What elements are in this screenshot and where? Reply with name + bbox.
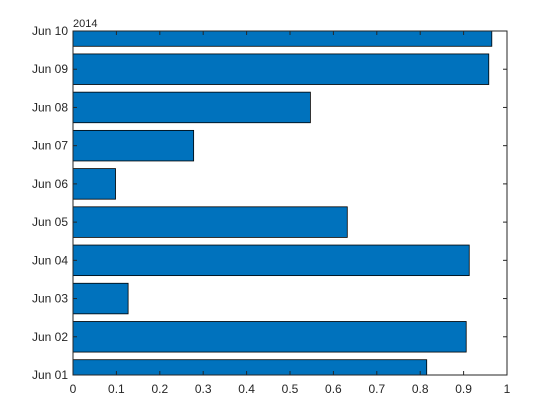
bar-jun-06 xyxy=(73,168,116,200)
year-label: 2014 xyxy=(73,18,97,30)
x-tick-label: 0.6 xyxy=(325,382,342,396)
x-tick-label: 0 xyxy=(70,382,77,396)
bar-jun-01 xyxy=(73,359,428,375)
bar-jun-10 xyxy=(73,31,493,47)
x-tick-label: 0.4 xyxy=(238,382,255,396)
y-tick-label: Jun 09 xyxy=(32,62,68,76)
y-tick-label: Jun 01 xyxy=(32,368,68,382)
y-tick-label: Jun 06 xyxy=(32,177,68,191)
x-tick-label: 0.8 xyxy=(412,382,429,396)
y-tick-label: Jun 03 xyxy=(32,292,68,306)
bar-jun-05 xyxy=(73,206,348,238)
bar-jun-04 xyxy=(73,244,470,277)
y-axis-ticks: Jun 01 Jun 02 Jun 03 Jun 04 Jun 05 Jun 06 Jun … xyxy=(32,24,507,382)
bars-group xyxy=(73,31,493,375)
bar-jun-03 xyxy=(73,282,129,315)
x-tick-label: 0.7 xyxy=(368,382,385,396)
bar-jun-07 xyxy=(73,129,195,162)
x-tick-label: 0.1 xyxy=(108,382,125,396)
x-tick-label: 0.9 xyxy=(455,382,472,396)
bar-jun-08 xyxy=(73,91,311,124)
y-tick-label: Jun 10 xyxy=(32,24,68,38)
x-tick-label: 0.3 xyxy=(195,382,212,396)
bar-jun-09 xyxy=(73,53,490,85)
y-tick-label: Jun 05 xyxy=(32,215,68,229)
x-tick-label: 0.2 xyxy=(151,382,168,396)
bar-jun-02 xyxy=(73,321,467,353)
x-axis-ticks: 0 0.1 0.2 0.3 0.4 0.5 0.6 0.7 0.8 0.9 1 xyxy=(70,31,511,396)
y-tick-label: Jun 07 xyxy=(32,139,68,153)
y-tick-label: Jun 04 xyxy=(32,253,68,267)
y-tick-label: Jun 08 xyxy=(32,100,68,114)
x-tick-label: 0.5 xyxy=(282,382,299,396)
y-tick-label: Jun 02 xyxy=(32,330,68,344)
x-tick-label: 1 xyxy=(504,382,511,396)
